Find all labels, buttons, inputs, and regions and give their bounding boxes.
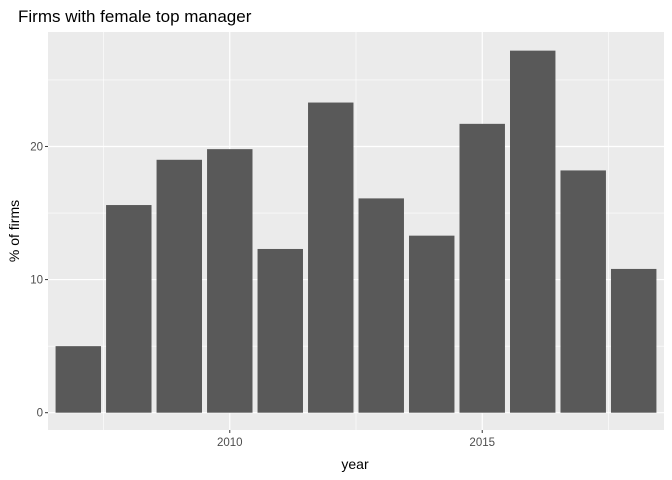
y-tick-label: 10: [30, 275, 43, 287]
y-axis: 0 10 20: [30, 141, 48, 420]
bar-2015: [459, 123, 505, 413]
bar-2009: [156, 159, 202, 413]
bar-2008: [106, 205, 152, 413]
bars: [55, 50, 657, 413]
bar-2018: [610, 268, 657, 413]
x-tick-label: 2010: [217, 437, 243, 449]
bar-2017: [560, 170, 606, 413]
bar-2016: [510, 50, 556, 413]
y-tick-label: 0: [37, 408, 43, 420]
chart-title: Firms with female top manager: [18, 7, 252, 26]
x-axis-label: year: [341, 456, 369, 472]
bar-2011: [257, 248, 303, 413]
bar-2013: [358, 198, 404, 413]
y-axis-label: % of firms: [6, 200, 22, 262]
x-tick-label: 2015: [469, 437, 495, 449]
bar-2010: [207, 149, 253, 413]
y-tick-label: 20: [30, 141, 43, 153]
x-axis: 2010 2015: [217, 430, 495, 449]
bar-2007: [55, 346, 102, 413]
bar-2014: [409, 235, 455, 413]
bar-2012: [308, 102, 354, 413]
